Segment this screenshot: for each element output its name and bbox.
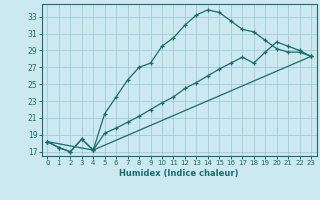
X-axis label: Humidex (Indice chaleur): Humidex (Indice chaleur) [119,169,239,178]
